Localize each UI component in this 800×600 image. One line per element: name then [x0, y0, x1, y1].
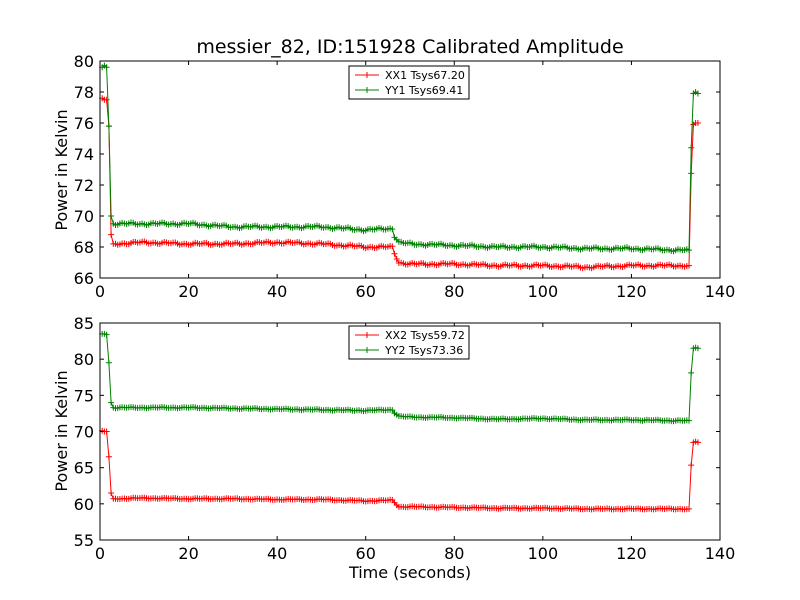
bottom-chart-xlabel: Time (seconds): [348, 563, 471, 582]
y-tick-label: 70: [74, 207, 94, 226]
x-tick-label: 40: [267, 282, 287, 301]
x-tick-label: 140: [705, 544, 736, 563]
series-markers-0-0: [99, 95, 701, 272]
legend-swatch-marker: [364, 72, 370, 78]
x-tick-label: 100: [528, 544, 559, 563]
y-tick-label: 74: [74, 145, 94, 164]
y-tick-label: 55: [74, 531, 94, 550]
y-tick-label: 72: [74, 176, 94, 195]
legend-swatch-marker: [364, 347, 370, 353]
y-tick-label: 65: [74, 459, 94, 478]
x-tick-label: 120: [616, 544, 647, 563]
x-tick-label: 40: [267, 544, 287, 563]
x-tick-label: 60: [356, 282, 376, 301]
y-tick-label: 85: [74, 314, 94, 333]
x-tick-label: 20: [178, 282, 198, 301]
legend-swatch-marker: [364, 87, 370, 93]
y-tick-label: 76: [74, 114, 94, 133]
x-tick-label: 120: [616, 282, 647, 301]
top-chart-plot-area: 0 20 40 60 80 100 120 140 66 68 70 72 74 76 78 80: [74, 52, 736, 301]
legend-swatch-marker: [364, 332, 370, 338]
bottom-chart-plot-area: 0 20 40 60 80 100 120 140 55 60 65 70 75 80 85: [74, 314, 736, 563]
x-tick-label: 60: [356, 544, 376, 563]
bottom-chart-ylabel: Power in Kelvin: [52, 370, 71, 491]
x-tick-label: 0: [95, 544, 105, 563]
x-tick-label: 140: [705, 282, 736, 301]
y-tick-label: 66: [74, 269, 94, 288]
y-tick-label: 70: [74, 423, 94, 442]
axes-frame-0: [99, 60, 721, 279]
x-tick-label: 20: [178, 544, 198, 563]
x-tick-label: 80: [444, 282, 464, 301]
top-chart-ylabel: Power in Kelvin: [52, 109, 71, 230]
y-tick-label: 80: [74, 52, 94, 71]
y-tick-label: 75: [74, 386, 94, 405]
series-markers-1-0: [99, 427, 701, 513]
top-chart-legend: XX1 Tsys67.20 YY1 Tsys69.41: [348, 65, 470, 100]
x-tick-label: 0: [95, 282, 105, 301]
top-chart-title: messier_82, ID:151928 Calibrated Amplitu…: [196, 36, 623, 58]
legend-label: XX2 Tsys59.72: [385, 329, 465, 342]
legend-label: XX1 Tsys67.20: [385, 69, 465, 82]
x-tick-label: 100: [528, 282, 559, 301]
top-chart: messier_82, ID:151928 Calibrated Amplitu…: [52, 36, 735, 301]
y-tick-label: 60: [74, 495, 94, 514]
y-tick-label: 68: [74, 238, 94, 257]
y-tick-label: 80: [74, 350, 94, 369]
legend-label: YY2 Tsys73.36: [384, 344, 463, 357]
bottom-chart: Power in Kelvin Time (seconds) 0 20 40 60 80…: [52, 314, 735, 582]
series-markers-1-1: [99, 330, 701, 425]
y-tick-label: 78: [74, 83, 94, 102]
bottom-chart-legend: XX2 Tsys59.72 YY2 Tsys73.36: [348, 325, 470, 360]
legend-box: [348, 65, 470, 100]
legend-label: YY1 Tsys69.41: [384, 84, 463, 97]
legend-box: [348, 325, 470, 360]
series-markers-0-1: [99, 62, 701, 255]
x-tick-label: 80: [444, 544, 464, 563]
